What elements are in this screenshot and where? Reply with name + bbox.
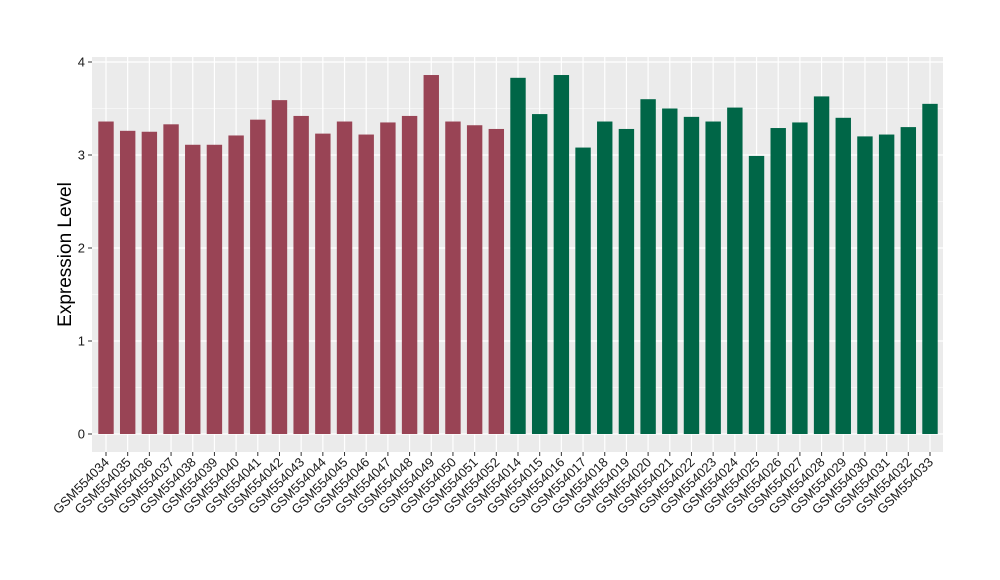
bar-GSM554033 (922, 103, 938, 434)
bar-GSM554043 (293, 115, 309, 434)
y-tick-label: 1 (78, 334, 85, 349)
bar-GSM554044 (315, 133, 331, 435)
bar-GSM554050 (445, 121, 461, 435)
y-axis: 0 1 2 3 4 (78, 55, 92, 442)
bar-GSM554021 (662, 108, 678, 434)
bar-GSM554037 (163, 124, 179, 434)
bar-GSM554052 (488, 128, 505, 434)
bar-GSM554038 (185, 144, 201, 434)
bar-GSM554015 (531, 114, 548, 434)
bar-GSM554040 (228, 135, 244, 434)
bar-GSM554035 (119, 130, 136, 434)
bar-GSM554018 (597, 121, 613, 435)
bar-GSM554045 (336, 121, 353, 435)
bar-GSM554026 (770, 128, 786, 434)
bars (98, 75, 938, 435)
bar-GSM554042 (271, 100, 288, 434)
bar-GSM554036 (141, 131, 158, 434)
y-tick-label: 3 (78, 148, 85, 163)
bar-GSM554028 (813, 96, 830, 434)
bar-GSM554049 (423, 75, 439, 435)
bar-GSM554020 (640, 99, 656, 434)
bar-GSM554031 (878, 134, 895, 435)
bar-GSM554029 (835, 117, 851, 435)
bar-GSM554027 (792, 122, 808, 434)
bar-GSM554041 (250, 119, 266, 434)
bar-GSM554016 (553, 75, 570, 435)
bar-GSM554048 (401, 115, 418, 434)
bar-GSM554039 (206, 144, 223, 434)
bar-GSM554014 (510, 77, 526, 434)
bar-GSM554022 (683, 116, 700, 435)
bar-GSM554025 (748, 155, 765, 434)
bar-GSM554046 (358, 134, 374, 435)
y-tick-label: 2 (78, 241, 85, 256)
y-tick-label: 4 (78, 55, 85, 70)
bar-GSM554032 (900, 127, 917, 434)
bar-GSM554030 (857, 136, 873, 434)
y-tick-label: 0 (78, 427, 85, 442)
bar-GSM554024 (727, 107, 743, 434)
bar-GSM554023 (705, 121, 721, 435)
y-axis-title: Expression Level (55, 182, 76, 327)
bar-GSM554051 (466, 125, 483, 435)
bar-GSM554019 (618, 128, 635, 434)
x-axis: GSM554034GSM554035GSM554036GSM554037GSM5… (50, 452, 936, 517)
bar-GSM554047 (380, 122, 396, 434)
bar-GSM554034 (98, 121, 114, 435)
bar-GSM554017 (575, 147, 591, 434)
